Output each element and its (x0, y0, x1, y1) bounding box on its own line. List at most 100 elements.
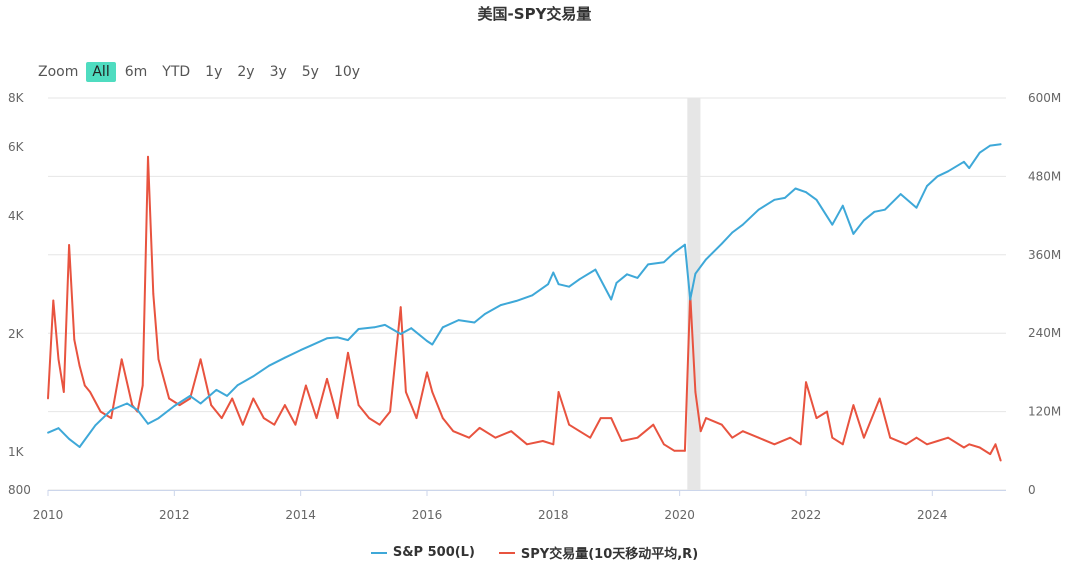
series-sp500-line-point (947, 170, 949, 173)
series-sp500-line-point (68, 438, 70, 440)
series-spy-volume-line-point (468, 436, 470, 439)
zoom-label: Zoom (38, 64, 79, 80)
series-sp500-line-point (268, 364, 270, 367)
series-spy-volume-line-point (426, 371, 428, 374)
series-spy-volume-line-point (815, 417, 818, 419)
series-spy-volume-line-point (241, 423, 244, 426)
series-spy-volume-line-point (199, 358, 202, 361)
series-sp500-line-point (852, 233, 855, 235)
series-spy-volume-line-point (347, 351, 349, 354)
zoom-button-10y[interactable]: 10y (333, 64, 361, 80)
zoom-button-3y[interactable]: 3y (269, 64, 287, 80)
recession-band (687, 98, 701, 490)
right-axis-tick-label: 120M (1028, 405, 1061, 419)
series-sp500-line-point (626, 273, 628, 276)
series-spy-volume-line-point (147, 155, 149, 158)
series-spy-volume-line-point (152, 293, 155, 295)
series-spy-volume-line-point (915, 436, 918, 439)
series-spy-volume-line-point (441, 417, 444, 419)
series-sp500-line-point (636, 277, 639, 279)
series-spy-volume-line-point (220, 417, 223, 419)
series-spy-volume-line-point (905, 443, 907, 446)
series-spy-volume-line-point (399, 306, 402, 308)
series-sp500-line-point (720, 242, 723, 245)
zoom-button-ytd[interactable]: YTD (162, 64, 191, 80)
series-sp500-line-point (326, 337, 328, 340)
series-spy-volume-line-point (863, 436, 865, 439)
series-spy-volume-line-point (673, 449, 676, 452)
zoom-button-5y[interactable]: 5y (301, 64, 319, 80)
series-sp500-line (47, 143, 1001, 448)
series-spy-volume-line-point (378, 423, 381, 426)
zoom-bar: Zoom All 6m YTD 1y 2y 3y 5y 10y (36, 60, 369, 84)
series-sp500-line-point (915, 206, 918, 209)
series-sp500-line-point (215, 389, 218, 391)
legend-item-volume[interactable]: SPY交易量(10天移动平均,R) (498, 543, 698, 562)
zoom-button-2y[interactable]: 2y (237, 64, 255, 80)
series-spy-volume-line-point (357, 404, 360, 406)
series-spy-volume-line-point (541, 440, 544, 442)
zoom-button-6m[interactable]: 6m (124, 64, 148, 80)
series-spy-volume-line-point (978, 446, 981, 449)
x-axis-tick-label: 2010 (33, 508, 64, 522)
right-axis-tick-label: 240M (1028, 326, 1061, 340)
series-spy-volume-line-point (62, 391, 65, 393)
left-axis-tick-label: 6K (8, 140, 25, 154)
series-sp500-line-point (794, 187, 797, 190)
series-sp500-line-point (831, 223, 834, 226)
series-sp500-line-point (936, 175, 939, 178)
series-spy-volume-line-point (684, 449, 686, 452)
zoom-button-all[interactable]: All (86, 62, 116, 82)
series-sp500-line-point (784, 197, 786, 199)
series-spy-volume-line-point (305, 384, 307, 387)
series-sp500-line-point (568, 285, 570, 288)
series-spy-volume-line-point (705, 417, 707, 419)
series-spy-volume-line-point (141, 384, 144, 387)
series-spy-volume-line-point (947, 436, 949, 439)
right-axis-tick-label: 600M (1028, 91, 1061, 105)
series-sp500-line-point (663, 261, 665, 264)
series-spy-volume-line-point (368, 417, 370, 419)
x-axis-tick-label: 2024 (917, 508, 948, 522)
series-spy-volume-line-point (936, 440, 939, 442)
series-spy-volume-line-point (431, 391, 434, 393)
series-spy-volume-line-point (889, 436, 892, 439)
series-sp500-line-point (694, 272, 697, 275)
series-sp500-line-point (968, 167, 971, 170)
series-spy-volume-line-point (336, 417, 339, 419)
series-sp500-line-point (684, 243, 686, 246)
series-spy-volume-line-point (210, 404, 213, 406)
series-sp500-line-point (989, 144, 992, 147)
series-sp500-line-point (757, 208, 760, 211)
series-spy-volume-line-point (452, 430, 455, 433)
series-sp500-line-point (515, 300, 518, 302)
series-sp500-line-point (399, 333, 402, 335)
zoom-button-1y[interactable]: 1y (205, 64, 223, 80)
series-sp500-line-point (557, 283, 560, 286)
series-spy-volume-line-point (841, 443, 844, 446)
series-sp500-line-point (741, 223, 744, 226)
series-sp500-line-point (110, 409, 113, 411)
series-spy-volume-line-point (852, 404, 855, 406)
series-sp500-line-point (805, 191, 807, 194)
left-axis-tick-label: 8K (8, 91, 25, 105)
series-sp500-line-point (899, 193, 902, 196)
series-sp500-line-point (78, 446, 81, 448)
series-sp500-line-point (773, 198, 776, 201)
series-sp500-line-point (226, 395, 228, 397)
series-spy-volume-line-point (389, 410, 391, 413)
series-spy-volume-line-point (78, 365, 81, 367)
legend-item-spx[interactable]: S&P 500(L) (370, 543, 475, 562)
series-spy-volume-line-point (494, 436, 497, 439)
series-sp500-line-point (705, 258, 707, 261)
chart-title: 美国-SPY交易量 (477, 5, 592, 23)
series-spy-volume-line-point (252, 397, 255, 400)
series-sp500-line-point (963, 160, 965, 163)
series-spy-volume-line-point (963, 446, 965, 449)
series-sp500-line-point (673, 251, 676, 254)
series-sp500-line-point (441, 326, 444, 329)
series-spy-volume-line-point (589, 436, 592, 439)
left-axis-tick-label: 1K (8, 445, 25, 459)
series-spy-volume-line-point (47, 397, 49, 400)
